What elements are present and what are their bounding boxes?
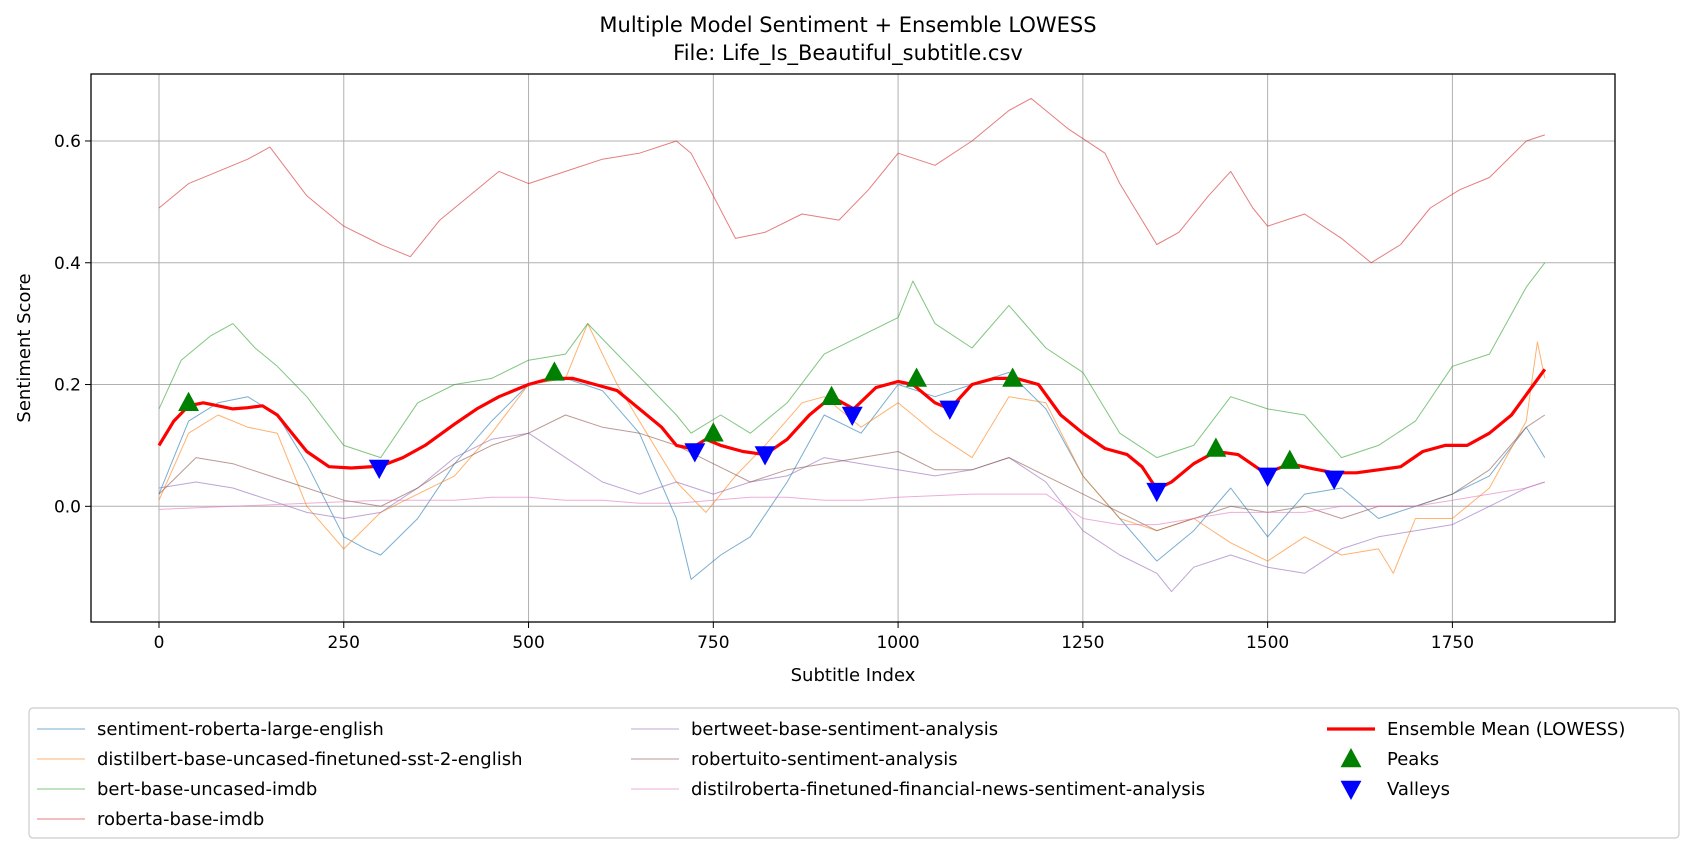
legend-item-ensemble-mean-lowess: Ensemble Mean (LOWESS) [1327, 719, 1625, 740]
y-tick-label: 0.0 [54, 497, 81, 517]
valley-marker [1323, 470, 1345, 490]
peak-marker [1279, 449, 1301, 469]
legend-item-distilroberta-finetuned-financial-news-sentiment-analysis: distilroberta-finetuned-financial-news-s… [631, 779, 1205, 800]
peak-marker [1002, 367, 1024, 387]
series-line-sentiment-roberta-large-english [158, 371, 1546, 580]
legend: sentiment-roberta-large-english distilber… [28, 707, 1680, 839]
x-tick-label: 1250 [1061, 633, 1104, 653]
series-line-distilbert-base-uncased-finetuned-sst-2-english [158, 323, 1546, 574]
legend-label: distilroberta-finetuned-financial-news-s… [691, 779, 1205, 800]
x-tick-label: 750 [697, 633, 729, 653]
series-line-bert-base-uncased-imdb [158, 262, 1546, 459]
legend-label: distilbert-base-uncased-finetuned-sst-2-… [97, 749, 522, 770]
legend-item-sentiment-roberta-large-english: sentiment-roberta-large-english [37, 719, 384, 740]
valley-marker [939, 400, 961, 420]
legend-item-bertweet-base-sentiment-analysis: bertweet-base-sentiment-analysis [631, 719, 998, 740]
x-tick-label: 500 [512, 633, 544, 653]
legend-label: bert-base-uncased-imdb [97, 779, 317, 800]
peak-marker [1205, 437, 1227, 457]
legend-item-valleys: Valleys [1340, 779, 1450, 800]
legend-label: Ensemble Mean (LOWESS) [1387, 719, 1625, 740]
valley-marker [684, 443, 706, 463]
axis-ticks: 0 250 500 750 1000 1250 1500 1750 0.0 0.2 0.4 0.6 [54, 132, 1474, 653]
chart-subtitle: File: Life_Is_Beautiful_subtitle.csv [673, 41, 1023, 66]
legend-item-roberta-base-imdb: roberta-base-imdb [37, 809, 264, 830]
legend-marker-swatch [1340, 780, 1362, 800]
valley-marker [754, 446, 776, 466]
series-layer [157, 97, 1547, 593]
legend-label: sentiment-roberta-large-english [97, 719, 384, 740]
legend-item-bert-base-uncased-imdb: bert-base-uncased-imdb [37, 779, 317, 800]
peak-marker [543, 361, 565, 381]
legend-label: bertweet-base-sentiment-analysis [691, 719, 998, 740]
peak-marker [821, 385, 843, 405]
series-line-distilroberta-finetuned-financial-news-sentiment-analysis [158, 481, 1545, 526]
peak-marker [906, 367, 928, 387]
x-axis-label: Subtitle Index [791, 665, 916, 686]
marker-layer [178, 361, 1345, 503]
legend-box [28, 707, 1680, 839]
chart-title: Multiple Model Sentiment + Ensemble LOWE… [599, 13, 1096, 37]
legend-marker-swatch [1340, 748, 1362, 768]
y-tick-label: 0.2 [54, 376, 81, 396]
valley-marker [1257, 467, 1279, 487]
x-tick-label: 1000 [876, 633, 919, 653]
legend-label: Valleys [1387, 779, 1450, 800]
legend-item-distilbert-base-uncased-finetuned-sst-2-english: distilbert-base-uncased-finetuned-sst-2-… [37, 749, 522, 770]
legend-item-robertuito-sentiment-analysis: robertuito-sentiment-analysis [631, 749, 958, 770]
x-tick-label: 1750 [1431, 633, 1474, 653]
valley-marker [368, 459, 390, 479]
plot-frame [90, 73, 1616, 623]
y-axis-label: Sentiment Score [14, 273, 35, 422]
legend-label: roberta-base-imdb [97, 809, 264, 830]
grid [91, 74, 1615, 622]
peak-marker [702, 422, 724, 442]
series-line-roberta-base-imdb [158, 97, 1545, 264]
x-tick-label: 250 [328, 633, 360, 653]
y-tick-label: 0.4 [54, 254, 81, 274]
legend-label: Peaks [1387, 749, 1439, 770]
peak-marker [178, 391, 200, 412]
valley-marker [1146, 482, 1168, 503]
valley-marker [841, 406, 863, 426]
y-tick-label: 0.6 [54, 132, 81, 152]
x-tick-label: 1500 [1246, 633, 1289, 653]
series-line-ensemble-mean-lowess [157, 368, 1547, 491]
legend-label: robertuito-sentiment-analysis [691, 749, 958, 770]
x-tick-label: 0 [154, 633, 165, 653]
legend-item-peaks: Peaks [1340, 748, 1439, 770]
